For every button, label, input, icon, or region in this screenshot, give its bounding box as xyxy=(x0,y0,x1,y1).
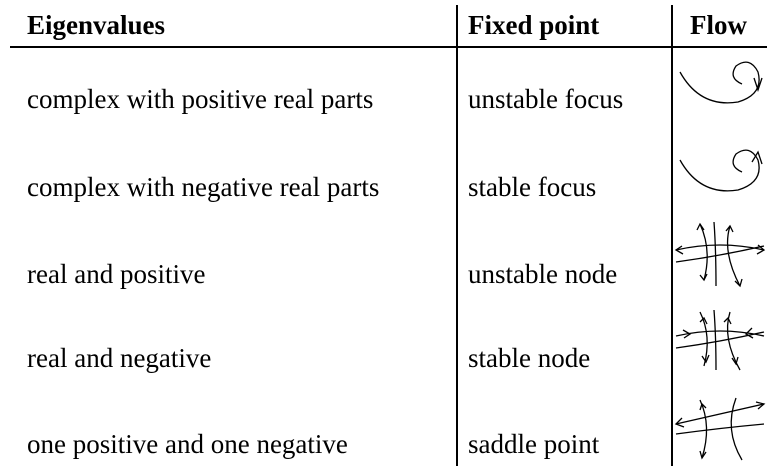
cell: one positive and one negative xyxy=(27,429,348,459)
saddle-point-icon xyxy=(674,397,766,461)
column-divider xyxy=(671,5,673,466)
cell: complex with positive real parts xyxy=(27,84,374,114)
cell: stable node xyxy=(468,343,591,373)
column-divider xyxy=(456,5,458,466)
cell: real and negative xyxy=(27,343,212,373)
unstable-node-icon xyxy=(674,221,766,288)
cell: real and positive xyxy=(27,259,206,289)
stable-focus-icon xyxy=(679,149,763,192)
cell: unstable focus xyxy=(468,84,624,114)
unstable-focus-icon xyxy=(679,61,763,104)
header-rule xyxy=(10,46,767,48)
cell: saddle point xyxy=(468,429,600,459)
header-cell: Flow xyxy=(690,10,747,40)
header-cell: Fixed point xyxy=(468,10,600,40)
stable-node-icon xyxy=(675,309,765,371)
cell: complex with negative real parts xyxy=(27,172,380,202)
cell: stable focus xyxy=(468,172,597,202)
cell: unstable node xyxy=(468,259,618,289)
header-cell: Eigenvalues xyxy=(27,10,166,40)
